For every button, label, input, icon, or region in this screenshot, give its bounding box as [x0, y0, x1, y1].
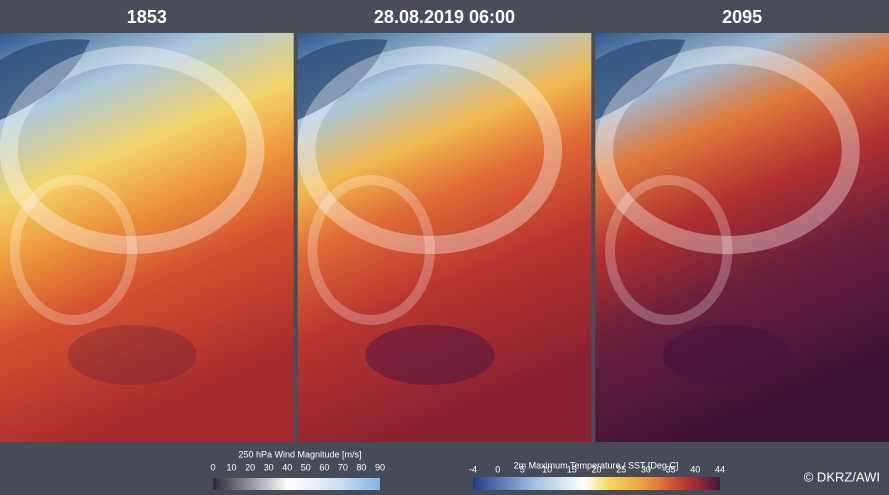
tick-label: 50: [301, 462, 311, 472]
tick-label: 0: [495, 464, 500, 474]
copyright: © DKRZ/AWI: [804, 469, 880, 484]
jet-stream: [595, 46, 860, 254]
colorbar: [213, 478, 380, 490]
tick-label: 25: [616, 464, 626, 474]
jet-stream: [9, 175, 138, 325]
land-greenland: [297, 39, 388, 120]
tick-label: 35: [666, 464, 676, 474]
hot-spot: [365, 325, 495, 385]
colorbar: [473, 477, 720, 490]
tick-label: 5: [520, 464, 525, 474]
tick-label: 40: [282, 462, 292, 472]
tick-label: 90: [375, 462, 385, 472]
tick-label: 80: [356, 462, 366, 472]
hot-spot: [662, 325, 793, 385]
map: [0, 33, 294, 442]
tick-label: 20: [591, 464, 601, 474]
panel-title: 28.08.2019 06:00: [374, 7, 515, 27]
tick-label: 70: [338, 462, 348, 472]
tick-label: 44: [715, 464, 725, 474]
tick-label: 40: [690, 464, 700, 474]
legend-bar: [0, 442, 889, 495]
jet-stream: [307, 175, 435, 325]
tick-label: 60: [319, 462, 329, 472]
panel-title: 2095: [722, 7, 762, 27]
tick-label: 20: [245, 462, 255, 472]
tick-label: 30: [641, 464, 651, 474]
panel-title: 1853: [127, 7, 167, 27]
land-greenland: [595, 39, 686, 120]
hot-spot: [67, 325, 197, 385]
land-greenland: [0, 39, 90, 120]
map-panels: 1853 28.08.2019 06:00 2095: [0, 7, 889, 442]
jet-stream: [605, 175, 733, 325]
tick-label: 0: [210, 462, 215, 472]
tick-label: 30: [264, 462, 274, 472]
colorbar-label: 250 hPa Wind Magnitude [m/s]: [238, 449, 361, 459]
tick-label: 10: [542, 464, 552, 474]
colorbar-label: 2m Maximum Temperature / SST [Deg C]: [514, 460, 679, 470]
tick-label: 15: [567, 464, 577, 474]
jet-stream: [0, 46, 265, 254]
tick-label: -4: [469, 464, 477, 474]
tick-label: 10: [227, 462, 237, 472]
jet-stream: [297, 46, 563, 254]
